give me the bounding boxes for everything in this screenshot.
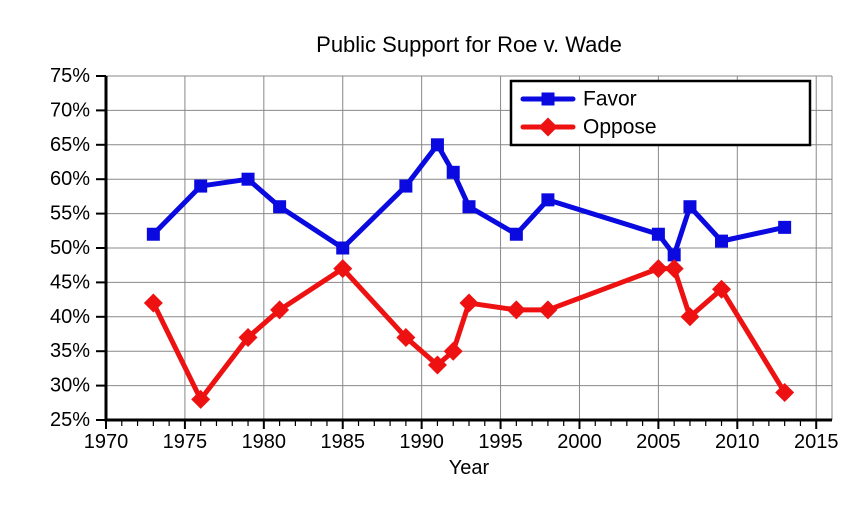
x-tick-label: 1990	[399, 431, 444, 453]
favor-line	[150, 142, 788, 258]
favor-marker	[509, 227, 523, 241]
favor-marker	[541, 193, 555, 207]
oppose-marker	[506, 300, 526, 320]
favor-marker	[194, 179, 208, 193]
y-tick-label: 75%	[50, 65, 90, 87]
favor-marker	[273, 200, 287, 214]
y-tick-label: 55%	[50, 203, 90, 225]
y-tick-label: 30%	[50, 375, 90, 397]
legend-marker-favor	[541, 92, 555, 106]
x-axis-title: Year	[449, 457, 490, 479]
y-tick-label: 25%	[50, 409, 90, 431]
x-tick-label: 2010	[715, 431, 760, 453]
x-tick-label: 1980	[242, 431, 287, 453]
legend-box	[509, 79, 812, 147]
y-tick-label: 65%	[50, 134, 90, 156]
x-tick-label: 1975	[163, 431, 208, 453]
oppose-marker	[538, 300, 558, 320]
favor-marker	[651, 227, 665, 241]
y-tick-label: 70%	[50, 99, 90, 121]
oppose-line	[150, 266, 788, 402]
x-tick-label: 2005	[636, 431, 681, 453]
favor-marker	[715, 234, 729, 248]
favor-marker	[683, 200, 697, 214]
favor-marker	[667, 248, 681, 262]
oppose-marker	[712, 279, 732, 299]
x-tick-label: 2015	[794, 431, 839, 453]
oppose-marker	[143, 293, 163, 313]
favor-marker	[430, 138, 444, 152]
oppose-marker	[333, 259, 353, 279]
favor-marker	[399, 179, 413, 193]
x-tick-label: 2000	[557, 431, 602, 453]
favor-marker	[336, 241, 350, 255]
favor-marker	[241, 172, 255, 186]
oppose-marker	[648, 259, 668, 279]
favor-marker	[446, 165, 460, 179]
oppose-marker	[459, 293, 479, 313]
y-tick-label: 50%	[50, 237, 90, 259]
oppose-marker	[775, 382, 795, 402]
y-tick-label: 35%	[50, 340, 90, 362]
oppose-marker	[680, 307, 700, 327]
x-tick-label: 1995	[478, 431, 523, 453]
oppose-marker	[270, 300, 290, 320]
y-tick-label: 40%	[50, 306, 90, 328]
legend-label-favor: Favor	[583, 88, 637, 111]
y-tick-label: 60%	[50, 168, 90, 190]
legend-marker-oppose	[538, 117, 558, 137]
x-tick-label: 1970	[84, 431, 129, 453]
oppose-marker	[238, 327, 258, 347]
oppose-marker	[191, 389, 211, 409]
favor-marker	[462, 200, 476, 214]
x-tick-label: 1985	[320, 431, 365, 453]
oppose-marker	[443, 341, 463, 361]
chart-title: Public Support for Roe v. Wade	[316, 32, 622, 57]
favor-marker	[146, 227, 160, 241]
oppose-marker	[427, 355, 447, 375]
y-tick-label: 45%	[50, 271, 90, 293]
favor-marker	[778, 220, 792, 234]
legend-label-oppose: Oppose	[583, 116, 657, 139]
oppose-marker	[396, 327, 416, 347]
oppose-marker	[664, 259, 684, 279]
